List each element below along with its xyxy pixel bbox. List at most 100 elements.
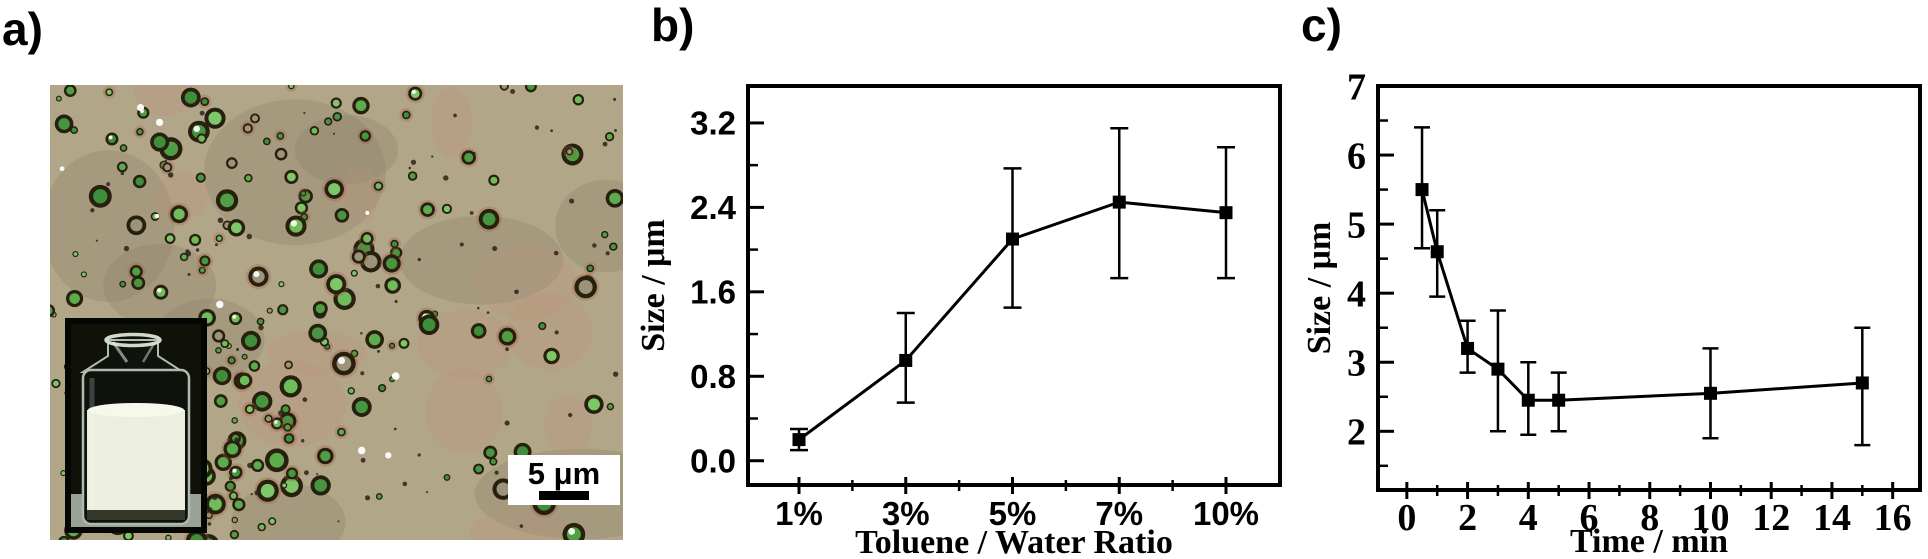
y-axis-title: Size / μm — [1301, 222, 1338, 355]
bright-spot — [59, 166, 65, 172]
debris-dot — [364, 495, 371, 501]
droplet-core — [198, 135, 205, 142]
droplet-core — [246, 406, 253, 413]
droplet-core — [264, 138, 270, 144]
vial-base-shadow — [87, 510, 185, 520]
droplet-core — [289, 85, 294, 89]
data-point-marker — [1552, 393, 1566, 407]
bright-spot — [391, 372, 400, 380]
droplet-core — [121, 145, 126, 151]
droplet-core — [267, 308, 272, 313]
droplet-core — [311, 327, 324, 340]
droplet-core — [352, 351, 357, 356]
vial-liquid-surface — [88, 403, 184, 417]
droplet-core — [228, 159, 236, 167]
debris-dot — [185, 251, 192, 257]
droplet-core — [311, 127, 318, 134]
vial-inset-photo — [65, 318, 207, 533]
droplet-core — [277, 133, 283, 139]
debris-dot — [443, 175, 449, 181]
droplet-core — [490, 176, 498, 184]
debris-dot — [534, 125, 540, 130]
droplet-core — [277, 150, 285, 159]
debris-dot — [417, 453, 421, 457]
data-point-marker — [1006, 232, 1019, 246]
debris-dot — [164, 159, 167, 162]
droplet-core — [269, 452, 285, 468]
debris-dot — [417, 257, 421, 262]
plot-frame — [1376, 84, 1922, 492]
droplet-core — [166, 535, 171, 540]
x-tick-label: 10% — [1193, 495, 1259, 532]
droplet-core — [118, 163, 126, 171]
droplet-core — [574, 96, 582, 104]
droplet-core — [242, 354, 247, 359]
debris-dot — [123, 245, 130, 252]
droplet-core — [391, 241, 398, 247]
droplet-core — [153, 136, 166, 149]
x-tick-label: 5% — [989, 495, 1037, 532]
debris-dot — [377, 349, 381, 353]
bright-spot — [385, 452, 392, 459]
droplet-core — [539, 323, 545, 329]
droplet-glint — [273, 420, 278, 424]
droplet-core — [332, 99, 340, 107]
droplet-core — [173, 208, 185, 220]
droplet-core — [609, 192, 621, 205]
debris-dot — [569, 198, 575, 204]
debris-dot — [514, 289, 519, 295]
panel-b-label: b) — [651, 0, 695, 51]
debris-dot — [95, 239, 98, 242]
droplet-glint — [108, 135, 113, 140]
y-tick-label: 0.8 — [690, 358, 736, 395]
y-tick-label: 2 — [1347, 412, 1366, 454]
droplet-core — [73, 252, 78, 256]
droplet-core — [230, 493, 237, 499]
droplet-core — [232, 418, 237, 423]
droplet-core — [244, 125, 251, 132]
vial-liquid — [87, 410, 185, 510]
bright-spot — [154, 213, 160, 219]
droplet-core — [386, 257, 398, 270]
droplet-core — [368, 333, 381, 346]
droplet-core — [66, 86, 75, 95]
droplet-core — [348, 388, 354, 394]
droplet-core — [546, 350, 557, 362]
droplet-core — [485, 448, 495, 457]
data-point-marker — [1430, 245, 1444, 259]
debris-dot — [212, 495, 218, 501]
debris-dot — [612, 371, 619, 377]
debris-dot — [360, 332, 363, 335]
droplet-core — [329, 277, 343, 291]
droplet-glint — [337, 357, 346, 365]
droplet-core — [132, 267, 141, 276]
droplet-core — [135, 177, 144, 186]
droplet-core — [71, 127, 77, 133]
debris-dot — [393, 427, 397, 431]
droplet-core — [337, 291, 352, 306]
x-axis-title: Toluene / Water Ratio — [855, 524, 1173, 559]
x-tick-label: 12 — [1752, 497, 1790, 539]
droplet-core — [234, 500, 243, 509]
droplet-core — [496, 482, 510, 496]
droplet-core — [60, 538, 68, 540]
data-point-marker — [1461, 341, 1475, 355]
debris-dot — [246, 233, 253, 240]
debris-dot — [410, 159, 417, 165]
droplet-core — [197, 174, 204, 181]
droplet-core — [284, 478, 299, 493]
y-tick-label: 6 — [1347, 135, 1366, 177]
debris-dot — [303, 111, 306, 115]
debris-dot — [337, 520, 340, 523]
y-tick-label: 2.4 — [690, 189, 737, 226]
droplet-core — [334, 113, 341, 120]
droplet-glint — [232, 468, 237, 473]
debris-dot — [519, 524, 524, 528]
background-blotch — [417, 309, 514, 380]
debris-dot — [199, 110, 205, 116]
debris-dot — [476, 306, 480, 310]
data-point-marker — [1219, 206, 1233, 220]
background-blotch — [469, 509, 570, 540]
scale-bar-label: 5 μm — [528, 456, 600, 491]
